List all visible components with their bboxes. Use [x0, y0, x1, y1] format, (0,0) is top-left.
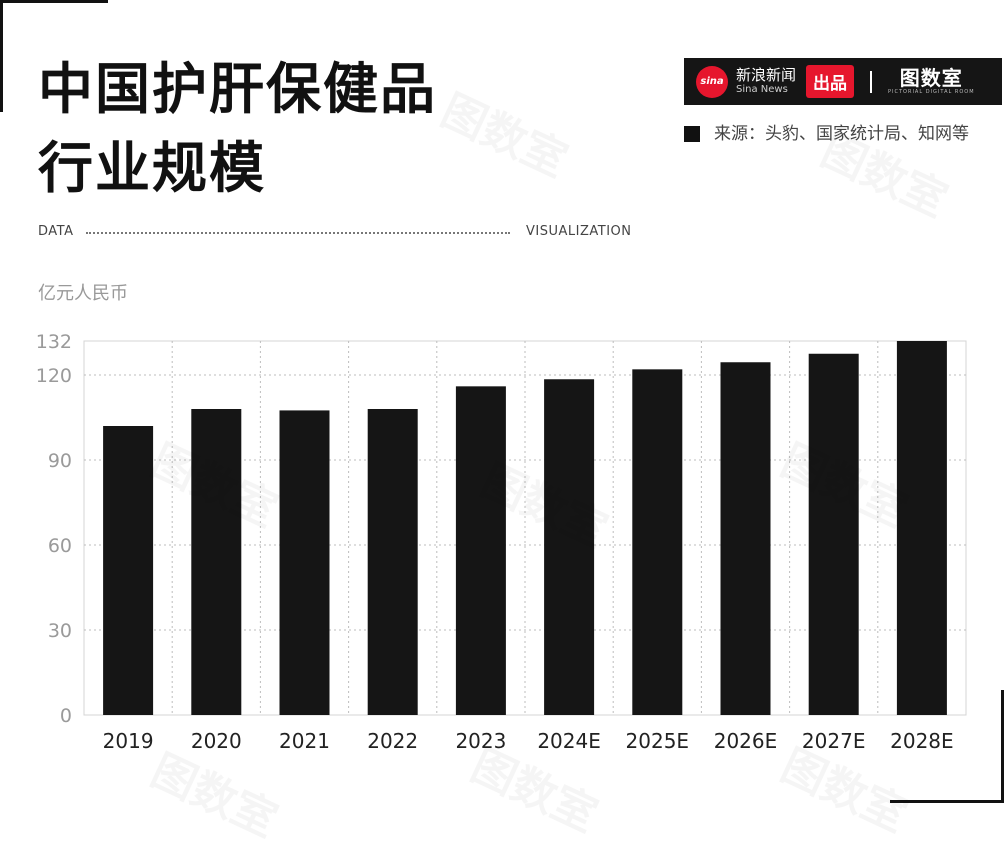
bottom-edge-line [890, 800, 1004, 803]
bar-chart: 0 30 60 90 120 132 2019 2020 2021 2022 2023 2024E 20… [36, 331, 967, 753]
y-tick-label: 132 [36, 331, 72, 353]
corner-line-horizontal [0, 0, 108, 3]
source-note: 来源：头豹、国家统计局、知网等 [684, 121, 1000, 147]
bar-2028E [896, 341, 947, 715]
y-tick-label: 120 [36, 365, 72, 387]
x-tick-label: 2021 [279, 729, 330, 753]
x-tick-label: 2028E [890, 729, 954, 753]
sina-brand-text: 新浪新闻 Sina News [736, 67, 796, 96]
bar-2024E [544, 379, 595, 715]
bar-2020 [191, 409, 242, 715]
x-tick-label: 2023 [455, 729, 506, 753]
bar-2021 [279, 410, 330, 715]
y-tick-label: 60 [48, 535, 72, 557]
page-title-line-1: 中国护肝保健品 [38, 57, 438, 121]
x-tick-label: 2026E [714, 729, 778, 753]
y-axis-unit-label: 亿元人民币 [38, 283, 128, 304]
bar-2022 [367, 409, 418, 715]
y-tick-label: 30 [48, 620, 72, 642]
x-tick-label: 2024E [537, 729, 601, 753]
sina-brand-en: Sina News [736, 84, 788, 95]
right-edge-line [1001, 690, 1004, 803]
bar-2027E [808, 353, 859, 715]
corner-line-vertical [0, 0, 3, 112]
tushushi-logo: 图数室 PICTORIAL DIGITAL ROOM [888, 67, 975, 96]
y-tick-label: 0 [60, 705, 72, 727]
bar-2026E [720, 362, 771, 715]
tushushi-logo-en: PICTORIAL DIGITAL ROOM [888, 89, 975, 95]
x-tick-label: 2025E [626, 729, 690, 753]
tushushi-logo-cn: 图数室 [899, 66, 963, 90]
data-label: DATA [38, 224, 74, 239]
dotted-divider [86, 232, 510, 234]
source-square-icon [684, 126, 700, 142]
chupin-badge: 出品 [806, 65, 855, 98]
source-text: 来源：头豹、国家统计局、知网等 [714, 124, 969, 144]
brand-separator [870, 70, 873, 93]
bar-2023 [455, 386, 506, 715]
sina-logo-icon: sina [696, 65, 728, 98]
page-title-line-2: 行业规模 [38, 136, 267, 200]
bar-2025E [632, 369, 683, 715]
visualization-label: VISUALIZATION [526, 224, 632, 239]
x-tick-label: 2027E [802, 729, 866, 753]
y-tick-label: 90 [48, 450, 72, 472]
sina-brand-cn: 新浪新闻 [736, 66, 797, 84]
x-tick-label: 2019 [103, 729, 154, 753]
bar-2019 [103, 426, 154, 715]
x-tick-label: 2020 [191, 729, 242, 753]
brand-bar: sina 新浪新闻 Sina News 出品 图数室 PICTORIAL DIG… [684, 58, 1002, 105]
x-tick-label: 2022 [367, 729, 418, 753]
